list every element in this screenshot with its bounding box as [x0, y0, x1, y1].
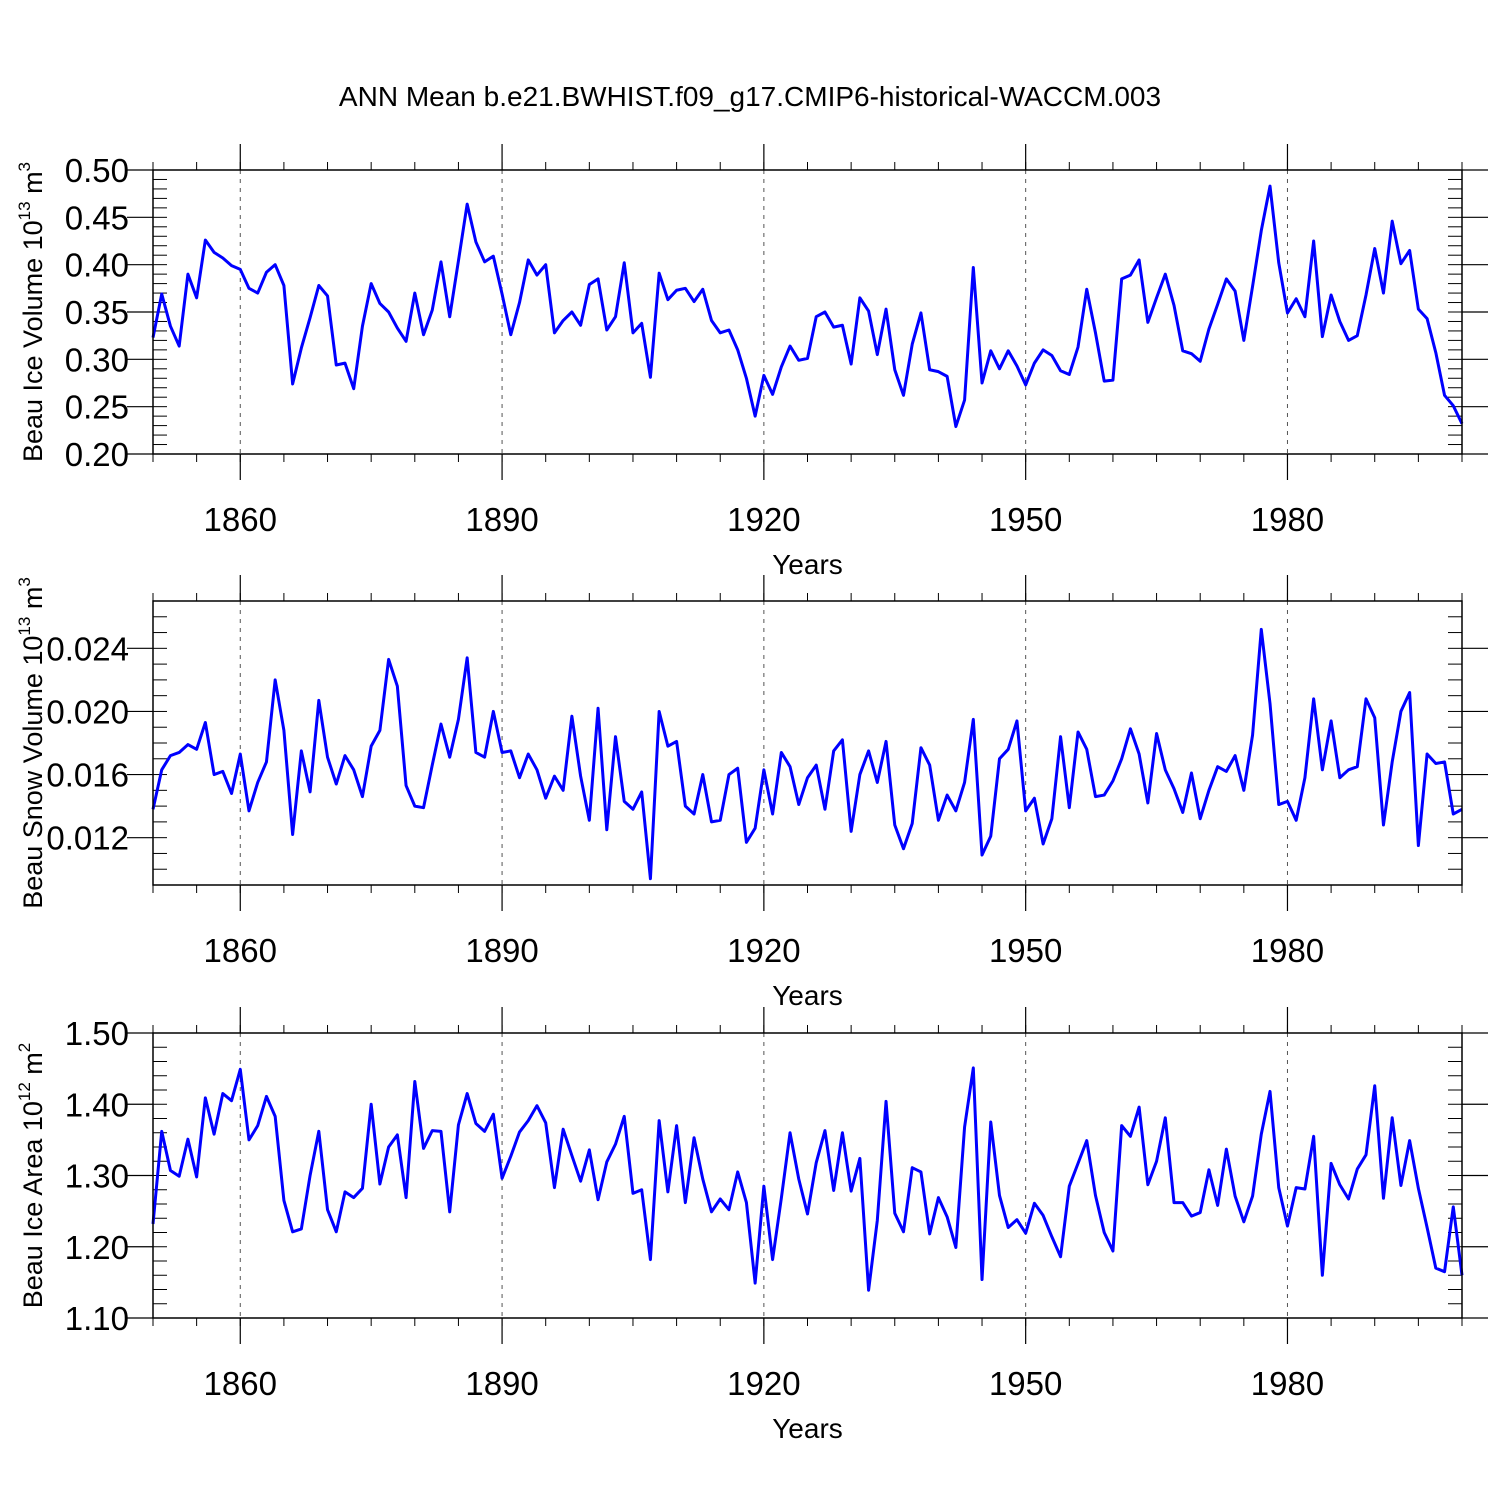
ice-area-plot-frame [152, 1032, 1463, 1319]
snow-volume-x-tick-label: 1860 [204, 932, 277, 969]
snow-volume-x-ticks: 1860 1890 1920 1950 1980 [204, 575, 1324, 969]
ice-volume-y-tick-label: 0.40 [65, 247, 129, 284]
snow-volume-y-tick-label: 0.012 [46, 820, 129, 857]
ice-volume-ylabel-exp: 13 [15, 201, 34, 220]
ice-volume-ylabel-unit-exp: 3 [15, 162, 34, 171]
ice-volume-y-ticks: 0.20 0.25 0.30 0.35 0.40 0.45 0.50 [65, 152, 1488, 473]
ice-area-x-tick-label: 1890 [465, 1365, 538, 1402]
snow-volume-plot-frame [152, 600, 1463, 886]
snow-volume-x-tick-label: 1920 [727, 932, 800, 969]
ice-volume-y-tick-label: 0.20 [65, 436, 129, 473]
ice-volume-x-tick-label: 1980 [1251, 501, 1324, 538]
ice-volume-y-tick-label: 0.35 [65, 294, 129, 331]
ice-area-series-line [151, 1066, 1464, 1292]
ice-volume-x-tick-label: 1920 [727, 501, 800, 538]
ice-volume-y-tick-label: 0.50 [65, 152, 129, 189]
snow-volume-minor-ticks [152, 593, 1463, 893]
ice-area-x-ticks: 1860 1890 1920 1950 1980 [204, 1007, 1324, 1402]
ice-area-panel: 1.10 1.20 1.30 1.40 1.50 1860 1890 1920 1950 198… [15, 1007, 1488, 1444]
ice-area-y-tick-label: 1.10 [65, 1300, 129, 1337]
snow-volume-x-tick-label: 1890 [465, 932, 538, 969]
ice-area-x-tick-label: 1950 [989, 1365, 1062, 1402]
ice-area-ylabel-unit: m [18, 1052, 48, 1082]
ice-area-y-axis-label: Beau Ice Area 1012 m2 [15, 1043, 48, 1309]
ice-volume-grid [239, 170, 1288, 454]
ice-area-y-ticks: 1.10 1.20 1.30 1.40 1.50 [65, 1015, 1488, 1337]
snow-volume-ylabel-main: Beau Snow Volume 10 [18, 636, 48, 909]
ice-volume-y-tick-label: 0.30 [65, 341, 129, 378]
ice-area-y-tick-label: 1.50 [65, 1015, 129, 1052]
snow-volume-series-line [151, 627, 1463, 881]
snow-volume-ylabel-unit: m [18, 587, 48, 617]
ice-area-x-tick-label: 1980 [1251, 1365, 1324, 1402]
snow-volume-x-axis-label: Years [772, 980, 843, 1011]
ice-volume-x-ticks: 1860 1890 1920 1950 1980 [204, 144, 1324, 538]
ice-area-x-tick-label: 1920 [727, 1365, 800, 1402]
snow-volume-x-tick-label: 1950 [989, 932, 1062, 969]
snow-volume-ylabel-unit-exp: 3 [15, 577, 34, 586]
snow-volume-y-tick-label: 0.016 [46, 757, 129, 794]
ice-volume-x-tick-label: 1860 [204, 501, 277, 538]
ice-volume-x-tick-label: 1950 [989, 501, 1062, 538]
ice-area-x-tick-label: 1860 [204, 1365, 277, 1402]
ice-volume-ylabel-unit: m [18, 171, 48, 201]
ice-area-grid [239, 1033, 1288, 1318]
snow-volume-grid [239, 601, 1288, 885]
ice-volume-plot-frame [152, 169, 1463, 455]
ice-area-ylabel-unit-exp: 2 [15, 1043, 34, 1052]
ice-area-y-tick-label: 1.30 [65, 1158, 129, 1195]
ice-volume-y-tick-label: 0.25 [65, 389, 129, 426]
ice-area-y-tick-label: 1.40 [65, 1086, 129, 1123]
ice-area-ylabel-main: Beau Ice Area 10 [18, 1101, 48, 1308]
ice-area-y-tick-label: 1.20 [65, 1229, 129, 1266]
snow-volume-ylabel-exp: 13 [15, 617, 34, 636]
ice-volume-ylabel-main: Beau Ice Volume 10 [18, 220, 48, 462]
snow-volume-y-tick-label: 0.024 [46, 630, 129, 667]
ice-volume-y-axis-label: Beau Ice Volume 1013 m3 [15, 162, 48, 462]
snow-volume-x-tick-label: 1980 [1251, 932, 1324, 969]
ice-volume-panel: 0.20 0.25 0.30 0.35 0.40 0.45 0.50 1860 1890 192… [15, 144, 1488, 580]
ice-volume-x-tick-label: 1890 [465, 501, 538, 538]
snow-volume-y-ticks: 0.012 0.016 0.020 0.024 [46, 630, 1488, 857]
ice-area-minor-ticks [152, 1025, 1463, 1326]
ice-volume-x-axis-label: Years [772, 549, 843, 580]
snow-volume-y-axis-label: Beau Snow Volume 1013 m3 [15, 577, 48, 909]
snow-volume-y-tick-label: 0.020 [46, 693, 129, 730]
snow-volume-panel: 0.012 0.016 0.020 0.024 1860 1890 1920 1950 198… [15, 575, 1488, 1011]
ice-area-ylabel-exp: 12 [15, 1082, 34, 1101]
ice-area-x-axis-label: Years [772, 1413, 843, 1444]
chart-title: ANN Mean b.e21.BWHIST.f09_g17.CMIP6-hist… [339, 81, 1161, 112]
ice-volume-y-tick-label: 0.45 [65, 199, 129, 236]
ice-volume-series-line [151, 184, 1464, 429]
